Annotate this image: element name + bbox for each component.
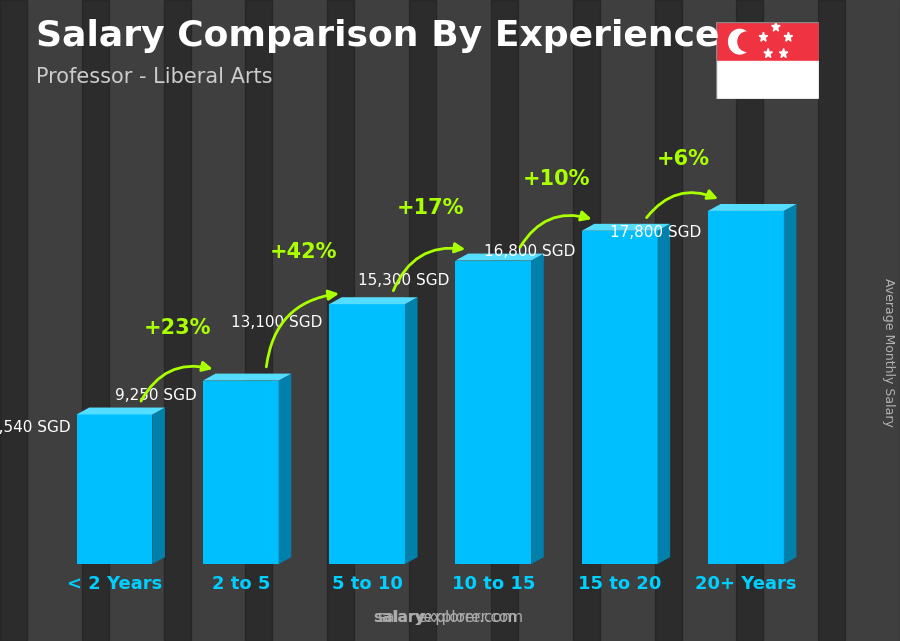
Text: +6%: +6% bbox=[656, 149, 709, 169]
Polygon shape bbox=[531, 254, 544, 564]
Bar bbox=[76, 415, 152, 564]
Polygon shape bbox=[784, 204, 796, 564]
Text: +17%: +17% bbox=[396, 198, 464, 219]
Text: 7,540 SGD: 7,540 SGD bbox=[0, 420, 70, 435]
Bar bbox=[329, 304, 405, 564]
Polygon shape bbox=[76, 408, 165, 415]
Polygon shape bbox=[784, 32, 793, 41]
Text: 15,300 SGD: 15,300 SGD bbox=[358, 272, 449, 288]
Text: 13,100 SGD: 13,100 SGD bbox=[231, 315, 323, 329]
Text: salary: salary bbox=[374, 610, 426, 625]
Polygon shape bbox=[658, 224, 670, 564]
Polygon shape bbox=[759, 32, 768, 41]
Bar bbox=[716, 61, 819, 99]
Text: salaryexplorer.com: salaryexplorer.com bbox=[377, 610, 523, 625]
Polygon shape bbox=[764, 49, 772, 58]
Bar bbox=[455, 260, 531, 564]
Polygon shape bbox=[771, 22, 780, 31]
Polygon shape bbox=[329, 297, 418, 304]
Text: +23%: +23% bbox=[144, 319, 212, 338]
Polygon shape bbox=[708, 204, 796, 211]
Circle shape bbox=[729, 29, 751, 54]
Polygon shape bbox=[581, 224, 670, 231]
Text: 17,800 SGD: 17,800 SGD bbox=[610, 225, 702, 240]
Text: Average Monthly Salary: Average Monthly Salary bbox=[883, 278, 896, 427]
Text: 9,250 SGD: 9,250 SGD bbox=[115, 388, 196, 403]
Bar bbox=[708, 211, 784, 564]
Polygon shape bbox=[405, 297, 418, 564]
Text: +42%: +42% bbox=[270, 242, 338, 262]
Circle shape bbox=[738, 32, 755, 51]
Polygon shape bbox=[779, 49, 788, 58]
Text: Professor - Liberal Arts: Professor - Liberal Arts bbox=[36, 67, 273, 87]
Text: explorer.com: explorer.com bbox=[417, 610, 517, 625]
Polygon shape bbox=[202, 374, 292, 381]
Bar bbox=[581, 231, 658, 564]
Text: 16,800 SGD: 16,800 SGD bbox=[484, 244, 575, 259]
Polygon shape bbox=[152, 408, 165, 564]
Polygon shape bbox=[279, 374, 292, 564]
Bar bbox=[202, 381, 279, 564]
Bar bbox=[716, 22, 819, 61]
Text: +10%: +10% bbox=[523, 169, 590, 188]
Text: Salary Comparison By Experience: Salary Comparison By Experience bbox=[36, 19, 719, 53]
Polygon shape bbox=[455, 254, 544, 260]
